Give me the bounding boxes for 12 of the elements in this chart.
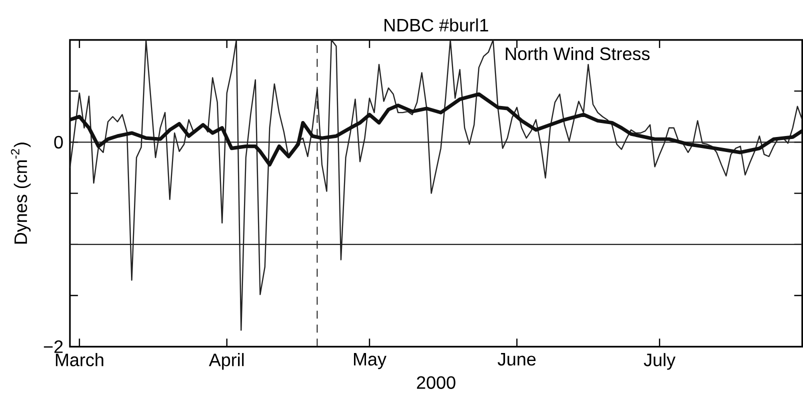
x-tick-label: April <box>208 353 244 370</box>
x-tick-label: March <box>56 353 104 366</box>
y-tick-label: −2 <box>44 340 63 354</box>
y-tick-label: 0 <box>54 136 63 149</box>
line-series <box>70 92 802 167</box>
annotation: North Wind Stress <box>506 47 650 60</box>
x-tick-label: May <box>354 353 386 370</box>
x-tick-label: June <box>498 353 536 366</box>
chart-title: NDBC #burl1 <box>384 18 488 32</box>
x-axis-title: 2000 <box>416 376 456 390</box>
x-tick-label: July <box>644 353 676 370</box>
y-axis-title: Dynes (cm$^{-2}$) <box>10 142 31 244</box>
